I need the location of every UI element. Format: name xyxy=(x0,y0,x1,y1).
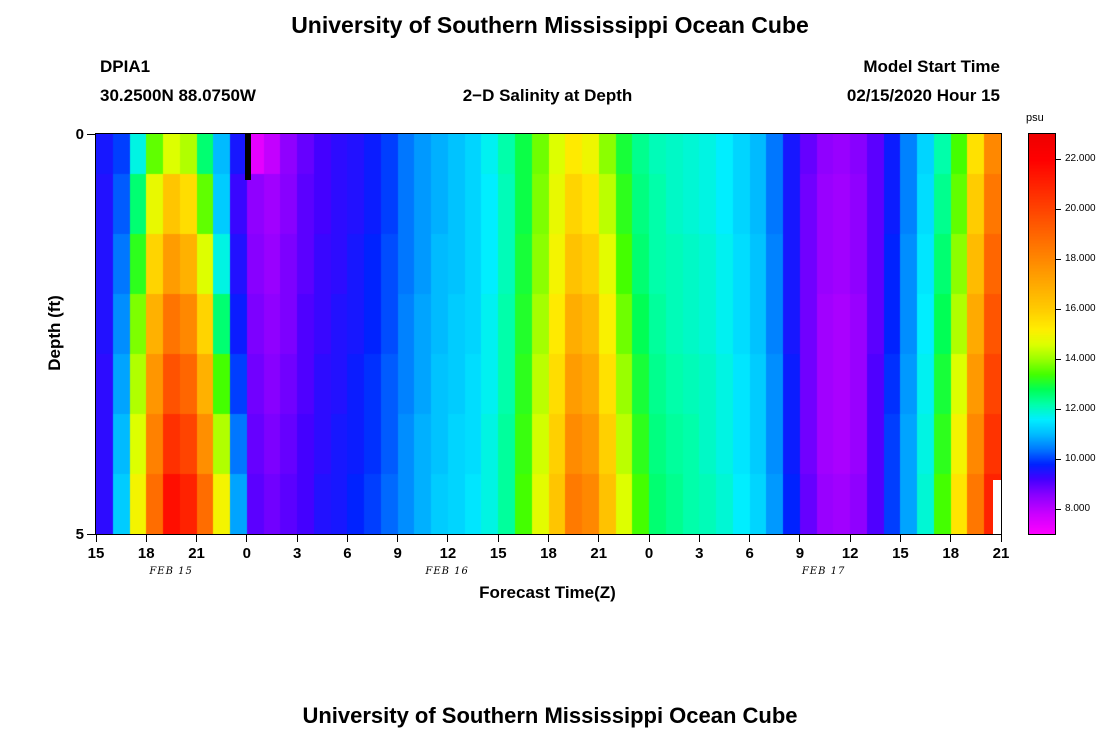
colorbar-canvas xyxy=(1029,134,1055,534)
x-tick-mark xyxy=(849,534,851,542)
plot-subtitle: 2−D Salinity at Depth xyxy=(462,86,633,105)
x-tick-mark xyxy=(799,534,801,542)
x-tick-label: 21 xyxy=(992,545,1010,562)
x-tick-mark xyxy=(1000,534,1002,542)
colorbar-tick-mark xyxy=(1056,258,1061,260)
x-tick-label: 18 xyxy=(137,545,155,562)
x-tick-label: 3 xyxy=(292,545,302,562)
colorbar-tick-mark xyxy=(1056,408,1061,410)
y-tick-mark xyxy=(87,533,95,535)
page-footer-title: University of Southern Mississippi Ocean… xyxy=(302,703,798,728)
x-tick-mark xyxy=(296,534,298,542)
x-tick-mark xyxy=(196,534,198,542)
colorbar-tick-label: 10.000 xyxy=(1065,453,1096,464)
x-tick-mark xyxy=(648,534,650,542)
x-tick-label: 0 xyxy=(242,545,251,562)
colorbar-tick-mark xyxy=(1056,458,1061,460)
colorbar-tick-label: 18.000 xyxy=(1065,253,1096,264)
colorbar-tick-mark xyxy=(1056,358,1061,360)
x-tick-label: 12 xyxy=(439,545,457,562)
station-coordinates: 30.2500N 88.0750W xyxy=(100,86,256,105)
x-axis-title: Forecast Time(Z) xyxy=(479,583,616,602)
x-tick-mark xyxy=(397,534,399,542)
x-tick-mark xyxy=(548,534,549,542)
black-data-bar xyxy=(244,134,251,180)
x-tick-label: 18 xyxy=(540,545,557,562)
y-tick-label: 0 xyxy=(75,126,84,143)
x-tick-mark xyxy=(145,534,147,542)
x-tick-label: 3 xyxy=(695,545,704,562)
x-tick-label: 18 xyxy=(942,545,960,562)
white-data-gap xyxy=(993,480,1001,534)
x-tick-label: 15 xyxy=(489,545,507,562)
station-id: DPIA1 xyxy=(100,57,151,76)
colorbar-tick-mark xyxy=(1056,208,1061,210)
x-tick-label: 9 xyxy=(795,545,805,562)
x-tick-label: 9 xyxy=(393,545,402,562)
x-tick-label: 21 xyxy=(188,545,205,562)
page-title: University of Southern Mississippi Ocean… xyxy=(291,12,809,38)
colorbar-tick-label: 12.000 xyxy=(1065,403,1096,414)
colorbar-tick-label: 8.000 xyxy=(1065,503,1091,514)
y-tick-label: 5 xyxy=(75,526,84,543)
x-tick-mark xyxy=(447,534,449,542)
x-tick-mark xyxy=(95,534,97,542)
colorbar-tick-label: 14.000 xyxy=(1065,353,1096,364)
salinity-heatmap-canvas xyxy=(96,134,1001,534)
x-tick-mark xyxy=(246,534,248,542)
heatmap-plot-area: 15 18 21 0 3 6 9 12 15 18 21 0 3 6 9 12 15 18 21 0 5 FEB 15… xyxy=(76,126,1010,577)
colorbar-tick-label: 16.000 xyxy=(1065,303,1096,314)
colorbar-units-label: psu xyxy=(1026,112,1044,124)
y-axis-title: Depth (ft) xyxy=(45,295,64,371)
x-tick-mark xyxy=(497,534,499,542)
x-tick-mark xyxy=(598,534,600,542)
x-tick-label: 15 xyxy=(87,545,105,562)
colorbar-tick-mark xyxy=(1056,308,1061,310)
colorbar: 8.000 10.000 12.000 14.000 16.000 18.000 20.00… xyxy=(1028,133,1096,535)
date-label: FEB 17 xyxy=(801,566,846,577)
x-tick-mark xyxy=(698,534,700,542)
x-tick-mark xyxy=(749,534,751,542)
x-tick-label: 15 xyxy=(892,545,909,562)
x-tick-mark xyxy=(346,534,348,542)
date-label: FEB 15 xyxy=(149,566,193,577)
model-start-time-label: Model Start Time xyxy=(863,57,1000,76)
colorbar-tick-mark xyxy=(1056,508,1061,510)
x-tick-label: 12 xyxy=(841,545,859,562)
x-tick-mark xyxy=(950,534,952,542)
date-label: FEB 16 xyxy=(425,566,469,577)
model-start-time-value: 02/15/2020 Hour 15 xyxy=(846,86,1000,105)
colorbar-tick-mark xyxy=(1056,158,1061,160)
x-tick-mark xyxy=(899,534,901,542)
colorbar-tick-label: 20.000 xyxy=(1065,203,1096,214)
y-tick-mark xyxy=(87,133,95,135)
x-tick-label: 6 xyxy=(343,545,352,562)
x-tick-label: 21 xyxy=(590,545,608,562)
x-tick-label: 0 xyxy=(644,545,654,562)
colorbar-tick-label: 22.000 xyxy=(1065,153,1096,164)
x-tick-label: 6 xyxy=(745,545,754,562)
